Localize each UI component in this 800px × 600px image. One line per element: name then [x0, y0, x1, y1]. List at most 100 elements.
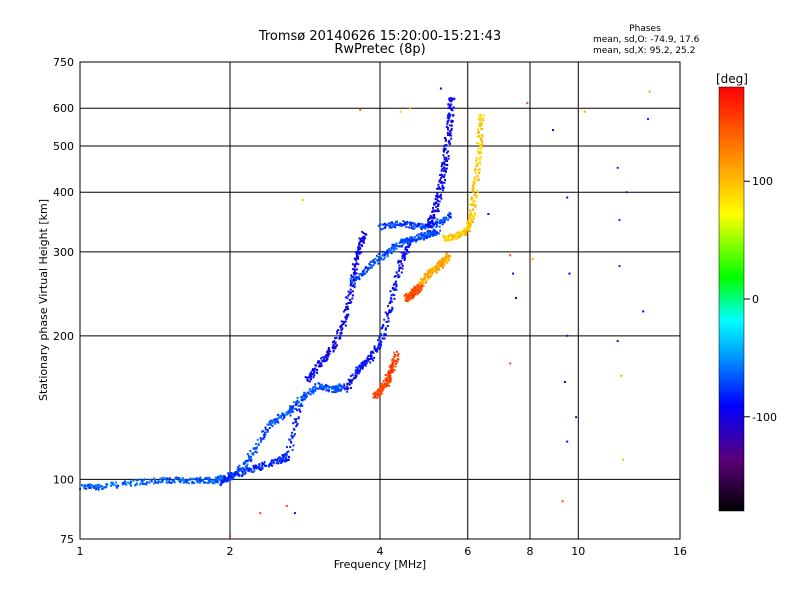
data-point [390, 363, 393, 366]
data-point [360, 274, 363, 277]
data-point [478, 135, 481, 138]
data-point [273, 459, 276, 462]
data-point [254, 447, 257, 450]
phases-heading: Phases [629, 24, 661, 34]
data-point [319, 362, 322, 365]
data-point [157, 481, 159, 484]
data-point [364, 359, 367, 362]
data-point [380, 389, 383, 392]
data-point [373, 262, 376, 265]
data-point [430, 274, 433, 277]
data-point [296, 409, 298, 412]
data-point [481, 140, 484, 143]
data-point [250, 455, 253, 458]
data-point [452, 114, 455, 117]
data-point [575, 416, 578, 419]
data-point [469, 217, 472, 220]
data-point [478, 157, 481, 160]
data-point [457, 233, 460, 236]
data-point [401, 257, 404, 260]
data-point [428, 221, 431, 224]
data-point [383, 227, 386, 230]
data-point [281, 459, 284, 462]
data-point [113, 483, 116, 486]
data-point [403, 241, 406, 244]
data-point [443, 169, 446, 172]
data-point [130, 484, 133, 487]
data-point [416, 234, 418, 237]
data-point [186, 479, 189, 482]
data-point [211, 479, 214, 482]
data-point [225, 480, 228, 483]
data-point [389, 378, 392, 381]
data-point [280, 457, 283, 460]
data-point [480, 145, 483, 148]
data-point [342, 320, 345, 323]
data-point [278, 457, 281, 460]
data-point [423, 237, 426, 239]
data-point [407, 238, 410, 241]
data-point [278, 456, 281, 459]
data-point [647, 117, 649, 120]
data-point [230, 472, 233, 475]
data-point [482, 114, 485, 117]
data-point [89, 486, 92, 489]
data-point [228, 474, 231, 477]
data-point [288, 438, 291, 441]
data-point [390, 226, 393, 229]
data-point [445, 254, 448, 257]
data-point [430, 226, 433, 229]
data-point [370, 355, 372, 358]
data-point [441, 181, 444, 184]
data-point [476, 175, 479, 178]
data-point [385, 383, 388, 385]
data-point [424, 233, 426, 236]
data-point [395, 285, 398, 288]
data-point [438, 186, 441, 189]
data-point [343, 388, 346, 391]
colorbar-tick-label: -100 [752, 411, 777, 424]
data-point [209, 480, 212, 483]
data-point [447, 155, 450, 158]
data-point [452, 106, 455, 109]
data-point [414, 293, 417, 296]
data-point [322, 358, 325, 361]
data-point [354, 264, 356, 266]
data-point [214, 478, 217, 481]
data-point [352, 284, 355, 287]
data-point [94, 486, 97, 489]
data-point [479, 159, 482, 161]
data-point [392, 283, 395, 286]
data-point [436, 264, 439, 266]
data-point [297, 416, 300, 419]
data-point [261, 438, 264, 440]
data-point [469, 225, 472, 228]
data-point [347, 378, 350, 381]
data-point [474, 205, 477, 208]
data-point [252, 465, 255, 467]
data-point [138, 483, 141, 486]
data-point [185, 479, 188, 482]
data-point [450, 235, 453, 237]
data-point [416, 293, 419, 296]
data-point [391, 293, 394, 296]
data-point [358, 252, 361, 255]
data-point [97, 486, 100, 489]
data-point [394, 363, 397, 365]
data-point [353, 268, 356, 271]
data-point [423, 273, 426, 276]
data-point [449, 216, 452, 219]
data-point [441, 257, 444, 260]
data-point [261, 464, 264, 467]
data-point [358, 243, 360, 246]
data-point [387, 371, 390, 374]
data-point [311, 368, 314, 371]
data-point [93, 485, 96, 488]
data-point [336, 344, 338, 347]
data-point [318, 382, 321, 385]
data-point [424, 277, 426, 280]
data-point [181, 477, 184, 480]
data-point [480, 138, 482, 141]
data-point [309, 372, 312, 375]
data-point [469, 209, 472, 212]
